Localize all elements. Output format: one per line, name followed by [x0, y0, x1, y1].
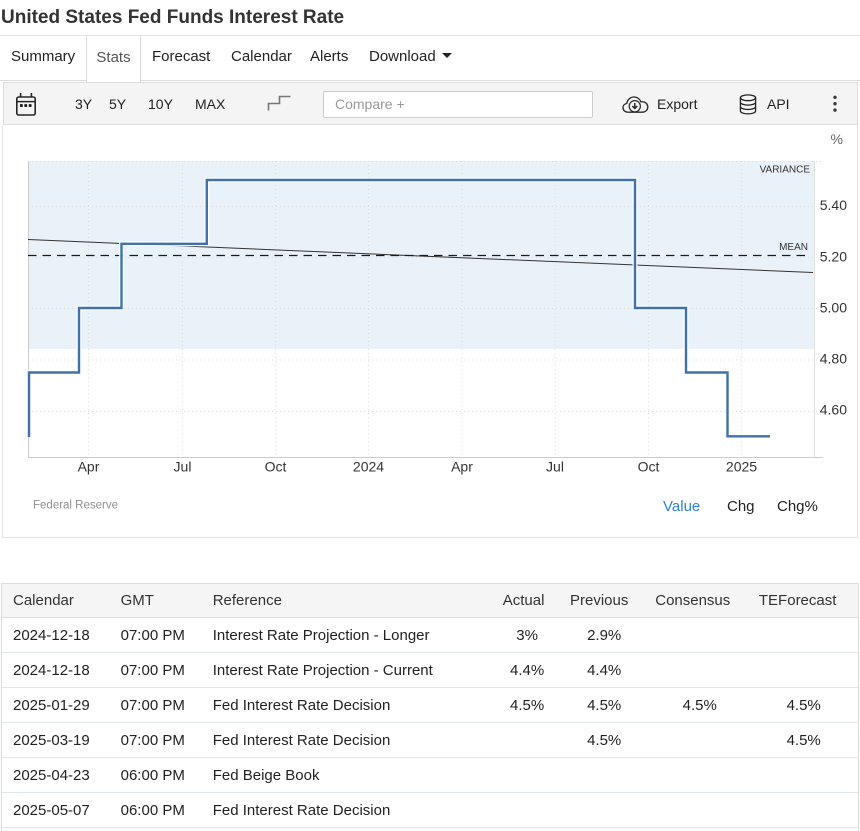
svg-text:5.40: 5.40 [820, 197, 847, 213]
svg-text:%: % [831, 131, 843, 147]
svg-text:4.80: 4.80 [820, 351, 847, 367]
svg-text:5.20: 5.20 [820, 249, 847, 265]
svg-text:Apr: Apr [78, 459, 100, 475]
svg-text:2025: 2025 [726, 459, 757, 475]
svg-text:5.00: 5.00 [820, 300, 847, 316]
svg-text:Chg: Chg [727, 498, 755, 515]
svg-text:Federal Reserve: Federal Reserve [33, 500, 118, 512]
svg-text:Oct: Oct [638, 459, 660, 475]
svg-text:Value: Value [663, 498, 700, 515]
svg-text:MEAN: MEAN [779, 242, 808, 253]
svg-text:4.60: 4.60 [820, 402, 847, 418]
svg-text:2024: 2024 [353, 459, 384, 475]
svg-text:Oct: Oct [265, 459, 287, 475]
svg-text:VARIANCE: VARIANCE [760, 165, 811, 176]
svg-text:Jul: Jul [174, 459, 192, 475]
svg-text:Chg%: Chg% [777, 498, 818, 515]
svg-text:Apr: Apr [451, 459, 473, 475]
svg-text:Jul: Jul [546, 459, 564, 475]
